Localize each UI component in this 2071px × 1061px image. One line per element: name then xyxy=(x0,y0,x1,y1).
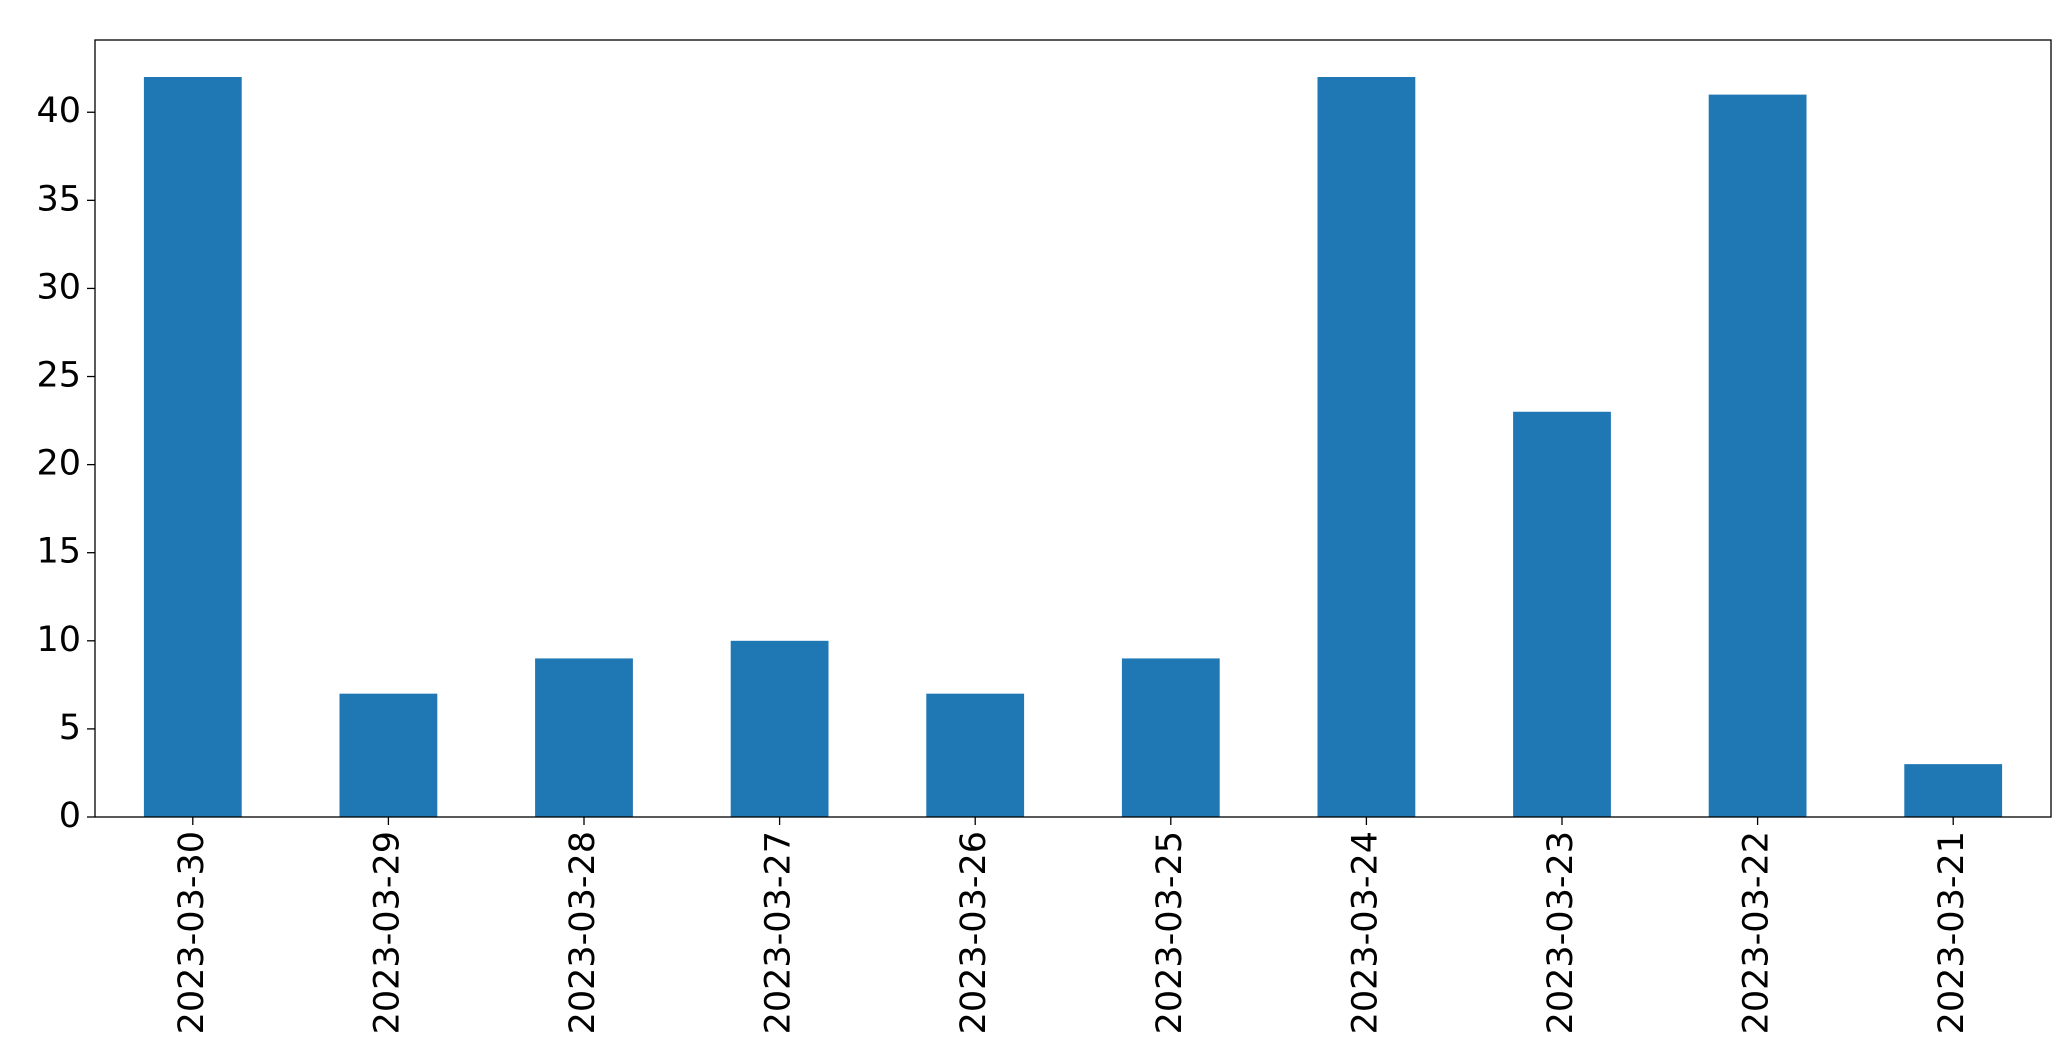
bar xyxy=(730,640,829,817)
y-tick-label: 5 xyxy=(59,708,81,748)
bar xyxy=(339,693,438,817)
y-tick-label: 10 xyxy=(36,620,81,660)
bar xyxy=(1121,658,1220,817)
bar xyxy=(143,77,242,817)
bar xyxy=(1513,411,1611,817)
y-tick-label: 40 xyxy=(36,91,81,131)
x-tick-label: 2023-03-21 xyxy=(1932,831,1972,1034)
y-tick-label: 35 xyxy=(36,179,81,219)
x-tick-label: 2023-03-25 xyxy=(1150,831,1190,1034)
bar xyxy=(535,658,633,817)
y-tick-label: 25 xyxy=(36,356,81,396)
x-tick-label: 2023-03-24 xyxy=(1345,831,1385,1034)
y-tick-label: 30 xyxy=(36,267,81,307)
x-tick-label: 2023-03-28 xyxy=(563,831,603,1034)
bar xyxy=(926,693,1025,817)
x-tick-label: 2023-03-22 xyxy=(1737,831,1777,1034)
x-tick-label: 2023-03-29 xyxy=(367,831,407,1034)
x-tick-label: 2023-03-26 xyxy=(954,831,994,1034)
y-tick-label: 0 xyxy=(59,796,81,836)
y-tick-label: 15 xyxy=(36,532,81,572)
bar xyxy=(1708,94,1807,818)
x-tick-label: 2023-03-30 xyxy=(172,831,212,1034)
bar xyxy=(1904,764,2003,817)
x-tick-label: 2023-03-27 xyxy=(759,831,799,1034)
y-tick-label: 20 xyxy=(36,444,81,484)
x-tick-label: 2023-03-23 xyxy=(1541,831,1581,1034)
axes-frame xyxy=(94,39,2052,818)
bar xyxy=(1317,77,1416,817)
